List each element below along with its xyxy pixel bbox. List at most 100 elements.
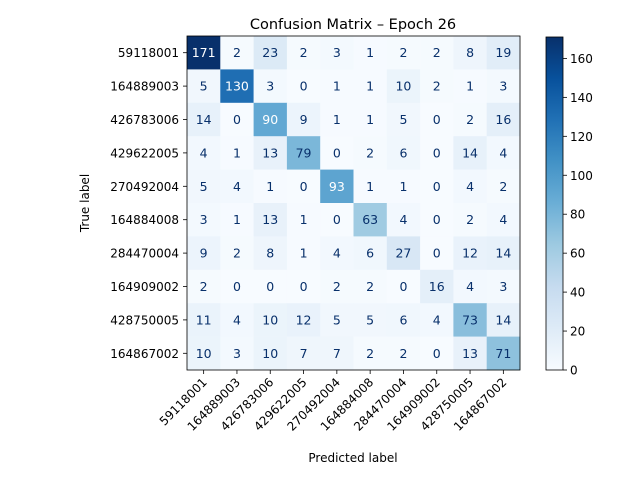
heatmap-cell <box>353 169 388 204</box>
cell-value-label: 93 <box>329 179 345 194</box>
cell-value-label: 12 <box>296 312 312 327</box>
heatmap-cell <box>220 336 254 371</box>
heatmap-cell <box>353 102 388 137</box>
heatmap-cell <box>353 203 388 237</box>
colorbar-tick-label: 120 <box>570 130 593 144</box>
cell-value-label: 14 <box>196 112 212 127</box>
cell-value-label: 1 <box>300 246 308 261</box>
heatmap-cell <box>320 203 354 237</box>
heatmap-cell <box>453 136 487 170</box>
heatmap-cell <box>253 203 288 237</box>
cell-value-label: 19 <box>495 45 511 60</box>
heatmap-cell <box>220 136 254 170</box>
heatmap-cell <box>286 336 321 371</box>
heatmap-cell <box>486 336 521 371</box>
cell-value-label: 1 <box>233 212 241 227</box>
cell-value-label: 79 <box>296 145 312 160</box>
y-tick-label: 428750005 <box>110 313 179 327</box>
cell-value-label: 14 <box>462 145 478 160</box>
heatmap-cell <box>486 36 521 70</box>
cell-value-label: 10 <box>262 312 278 327</box>
heatmap-cell <box>420 236 454 271</box>
heatmap-cell <box>386 336 421 371</box>
cell-value-label: 2 <box>433 45 441 60</box>
heatmap-cell <box>253 269 288 304</box>
cell-value-label: 4 <box>466 179 474 194</box>
heatmap-cell <box>253 303 288 337</box>
y-tick-label: 270492004 <box>110 180 179 194</box>
cell-value-label: 12 <box>462 246 478 261</box>
heatmap-cell <box>220 203 254 237</box>
cell-value-label: 0 <box>266 279 274 294</box>
cell-value-label: 0 <box>233 279 241 294</box>
y-tick-labels: 59118001 164889003 426783006 429622005 27049… <box>110 46 187 361</box>
heatmap-cell <box>320 336 354 371</box>
cell-value-label: 4 <box>233 179 241 194</box>
heatmap-cell <box>453 102 487 137</box>
cell-value-label: 4 <box>433 312 441 327</box>
x-axis-label: Predicted label <box>308 451 397 465</box>
cell-value-label: 3 <box>233 346 241 361</box>
heatmap-cell <box>320 169 354 204</box>
heatmap-cell <box>253 102 288 137</box>
colorbar-tick-label: 0 <box>570 364 578 378</box>
cell-value-label: 2 <box>366 145 374 160</box>
heatmap-cell <box>253 236 288 271</box>
heatmap-cell <box>187 136 221 170</box>
cell-value-label: 13 <box>262 212 278 227</box>
cell-value-label: 5 <box>399 112 407 127</box>
heatmap-cell <box>353 336 388 371</box>
cell-value-label: 1 <box>366 45 374 60</box>
heatmap-cell <box>486 203 521 237</box>
heatmap-cell <box>420 303 454 337</box>
cell-value-label: 10 <box>262 346 278 361</box>
cell-value-label: 9 <box>300 112 308 127</box>
cell-value-label: 2 <box>333 279 341 294</box>
heatmap-cell <box>253 69 288 104</box>
heatmap-cell <box>187 36 221 70</box>
heatmap-cell <box>187 236 221 271</box>
heatmap-cell <box>187 203 221 237</box>
y-tick-label: 284470004 <box>110 247 179 261</box>
heatmap-cells: 171 2 23 2 3 1 2 2 8 195 130 3 0 1 1 10 2 1 314 0 90 9 1 1 5 0 2 16… <box>187 36 521 371</box>
colorbar-tick-label: 100 <box>570 169 593 183</box>
cell-value-label: 1 <box>366 112 374 127</box>
cell-value-label: 0 <box>433 145 441 160</box>
heatmap-cell <box>187 69 221 104</box>
cell-value-label: 1 <box>300 212 308 227</box>
cell-value-label: 5 <box>366 312 374 327</box>
heatmap-cell <box>286 303 321 337</box>
chart-title: Confusion Matrix – Epoch 26 <box>250 17 456 33</box>
cell-value-label: 5 <box>333 312 341 327</box>
cell-value-label: 13 <box>462 346 478 361</box>
heatmap-cell <box>187 269 221 304</box>
heatmap-cell <box>286 236 321 271</box>
colorbar-tick-label: 20 <box>570 325 585 339</box>
cell-value-label: 5 <box>200 179 208 194</box>
cell-value-label: 6 <box>399 145 407 160</box>
heatmap-cell <box>187 303 221 337</box>
heatmap-cell <box>286 136 321 170</box>
cell-value-label: 1 <box>366 79 374 94</box>
cell-value-label: 6 <box>366 246 374 261</box>
colorbar-tick-label: 160 <box>570 52 593 66</box>
y-tick-label: 429622005 <box>110 146 179 160</box>
y-tick-label: 164867002 <box>110 347 179 361</box>
y-tick-label: 426783006 <box>110 113 179 127</box>
cell-value-label: 23 <box>262 45 278 60</box>
cell-value-label: 9 <box>200 246 208 261</box>
x-tick-labels: 5911800116488900342678300642962200527049… <box>157 370 509 434</box>
heatmap-cell <box>320 303 354 337</box>
cell-value-label: 7 <box>333 346 341 361</box>
heatmap-cell <box>320 136 354 170</box>
y-tick-label: 164884008 <box>110 213 179 227</box>
colorbar-tick-label: 40 <box>570 286 585 300</box>
cell-value-label: 1 <box>233 145 241 160</box>
cell-value-label: 2 <box>466 212 474 227</box>
heatmap-cell <box>453 336 487 371</box>
heatmap-cell <box>453 36 487 70</box>
cell-value-label: 1 <box>266 179 274 194</box>
cell-value-label: 2 <box>300 45 308 60</box>
cell-value-label: 1 <box>333 112 341 127</box>
cell-value-label: 4 <box>466 279 474 294</box>
